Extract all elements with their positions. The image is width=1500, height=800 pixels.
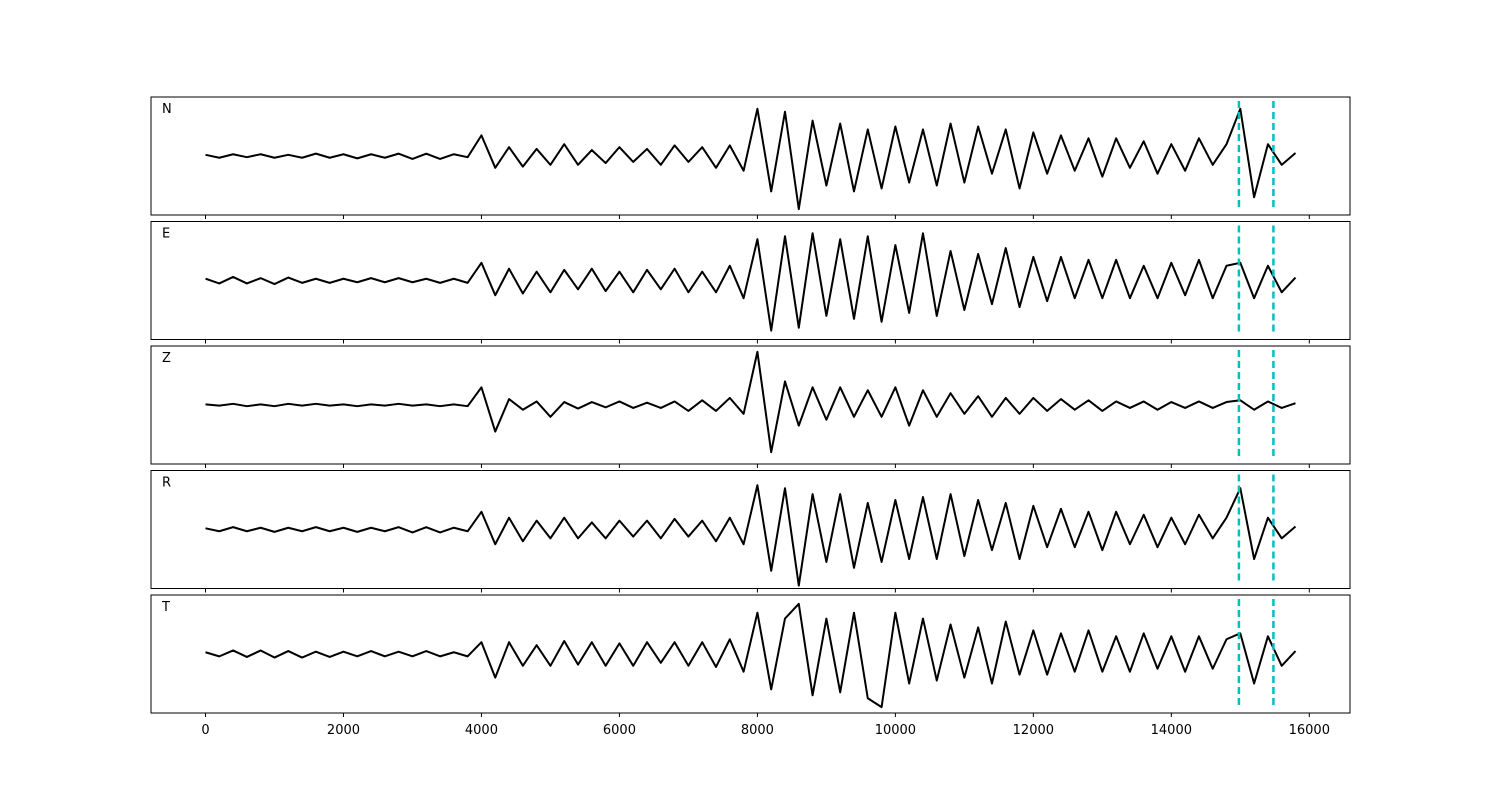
channel-label: R [162,476,171,491]
waveform [205,484,1297,587]
panel-frame [150,96,1351,216]
x-tick-label: 16000 [1289,723,1330,738]
x-tick-label: 0 [201,723,209,738]
waveform [205,107,1297,211]
channel-label: E [162,227,170,242]
waveform [205,232,1297,332]
channel-label: Z [162,351,171,366]
x-tick-label: 4000 [465,723,498,738]
x-tick-label: 14000 [1151,723,1192,738]
x-tick-label: 10000 [875,723,916,738]
panel-frame [150,345,1351,465]
channel-label: N [162,102,172,117]
waveform [205,602,1297,709]
x-tick-label: 12000 [1013,723,1054,738]
panel-frame [150,594,1351,714]
x-tick-label: 6000 [603,723,636,738]
x-tick-label: 8000 [741,723,774,738]
panel-frame [150,470,1351,589]
channel-label: T [161,600,170,615]
panel-frame [150,221,1351,340]
waveform [205,350,1296,454]
x-tick-label: 2000 [327,723,360,738]
